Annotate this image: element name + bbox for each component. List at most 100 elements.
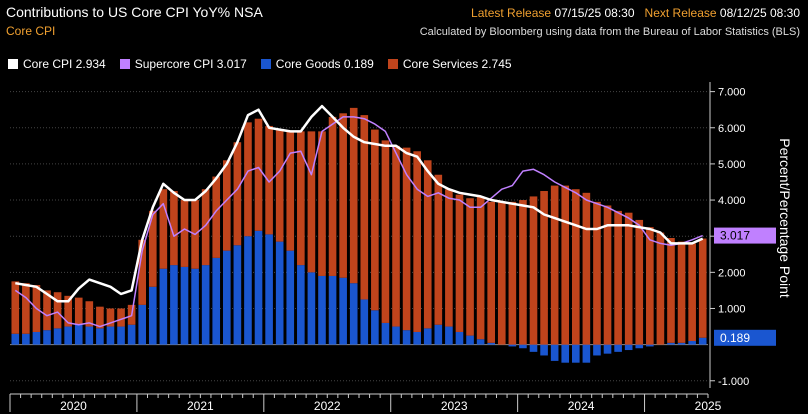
x-tick-label: 2025: [695, 399, 722, 413]
core-goods-bar: [233, 245, 242, 345]
core-services-bar: [318, 131, 326, 276]
core-goods-bar: [159, 268, 168, 345]
legend-core-cpi[interactable]: Core CPI 2.934: [8, 57, 106, 71]
core-goods-bar: [286, 250, 295, 345]
core-goods-bar: [677, 342, 686, 345]
core-goods-bar: [614, 344, 622, 352]
legend-swatch: [387, 59, 398, 69]
core-services-bar: [360, 115, 369, 300]
core-services-bar: [96, 306, 104, 329]
core-goods-bar: [646, 344, 654, 347]
core-services-bar: [667, 238, 675, 343]
core-goods-bar: [191, 268, 199, 345]
core-services-bar: [43, 290, 51, 331]
core-goods-bar: [487, 342, 496, 345]
core-services-bar: [466, 198, 474, 336]
core-services-bar: [434, 174, 443, 325]
y-tick-label: 2.000: [718, 267, 746, 279]
lines: [14, 104, 704, 328]
core-services-bar: [392, 145, 400, 327]
core-goods-bar: [688, 341, 696, 345]
core-goods-bar: [402, 330, 411, 345]
core-goods-bar: [550, 344, 559, 361]
y-tick-label: -1.000: [718, 376, 749, 388]
core-services-bar: [476, 196, 485, 340]
core-goods-bar: [307, 272, 316, 345]
core-services-bar: [138, 239, 147, 305]
core-services-bar: [275, 129, 284, 242]
core-goods-bar: [571, 344, 580, 363]
core-goods-bar: [455, 331, 464, 345]
core-goods-bar: [96, 328, 104, 345]
core-services-bar: [519, 200, 527, 345]
legend-swatch: [260, 59, 271, 69]
core-goods-bar: [222, 250, 231, 345]
core-goods-bar: [698, 337, 707, 345]
core-services-bar: [286, 131, 295, 251]
core-goods-bar: [593, 344, 601, 356]
core-goods-bar: [318, 275, 326, 345]
bars: [11, 107, 707, 363]
core-services-bar: [233, 142, 242, 246]
core-goods-bar: [476, 339, 485, 345]
core-goods-bar: [339, 277, 347, 345]
core-services-bar: [85, 301, 94, 327]
core-goods-bar: [11, 333, 20, 345]
core-services-bar: [328, 116, 337, 276]
core-services-bar: [529, 196, 538, 345]
y-tick-label: 6.000: [718, 123, 746, 135]
core-goods-bar: [392, 326, 400, 345]
core-goods-bar: [508, 344, 517, 347]
core-goods-bar: [328, 275, 337, 345]
core-services-bar: [656, 232, 665, 345]
chart-title: Contributions to US Core CPI YoY% NSA: [6, 4, 263, 20]
core-services-bar: [571, 189, 580, 345]
source-note: Calculated by Bloomberg using data from …: [419, 26, 800, 38]
core-services-bar: [307, 131, 316, 273]
core-goods-bar: [275, 241, 284, 345]
core-services-bar: [22, 283, 30, 334]
legend-supercore[interactable]: Supercore CPI 3.017: [119, 57, 247, 71]
legend-label: Supercore CPI 3.017: [134, 57, 247, 71]
y-axis-title: Percent/Percentage Point: [777, 138, 793, 298]
core-goods-bar: [74, 324, 83, 345]
x-tick-label: 2024: [568, 399, 595, 413]
core-services-bar: [106, 308, 115, 327]
core-services-bar: [688, 243, 696, 342]
core-goods-bar: [201, 265, 210, 345]
core-goods-bar: [148, 286, 157, 345]
core-services-bar: [244, 122, 252, 237]
core-services-bar: [561, 185, 570, 345]
latest-release-value: 07/15/25 08:30: [554, 6, 635, 20]
y-tick-label: 4.000: [718, 195, 746, 207]
core-services-bar: [445, 189, 453, 327]
core-services-bar: [371, 129, 379, 311]
core-goods-bar: [519, 344, 527, 349]
core-services-bar: [53, 292, 62, 329]
core-services-bar: [339, 113, 347, 278]
core-goods-bar: [180, 266, 189, 345]
core-goods-bar: [371, 310, 379, 345]
core-services-bar: [614, 210, 622, 345]
chart-subtitle[interactable]: Core CPI: [6, 24, 56, 38]
last-value-box: [714, 329, 776, 346]
core-services-bar: [222, 160, 231, 251]
core-services-bar: [413, 151, 421, 332]
last-value-label: 0.189: [720, 331, 750, 345]
legend-core-goods[interactable]: Core Goods 0.189: [260, 57, 374, 71]
core-goods-bar: [582, 344, 591, 363]
core-goods-bar: [413, 331, 421, 345]
core-goods-bar: [32, 331, 41, 345]
legend-core-services[interactable]: Core Services 2.745: [387, 57, 512, 71]
legend-label: Core Goods 0.189: [275, 57, 374, 71]
core-goods-bar: [22, 333, 30, 345]
core-goods-bar: [244, 236, 252, 345]
core-services-bar: [487, 201, 496, 343]
core-services-bar: [212, 176, 221, 258]
core-services-bar: [550, 185, 559, 345]
core-goods-bar: [297, 265, 305, 345]
legend-swatch: [119, 59, 130, 69]
core-goods-bar: [466, 335, 474, 345]
core-services-bar: [11, 281, 20, 334]
core-services-bar: [381, 140, 390, 323]
